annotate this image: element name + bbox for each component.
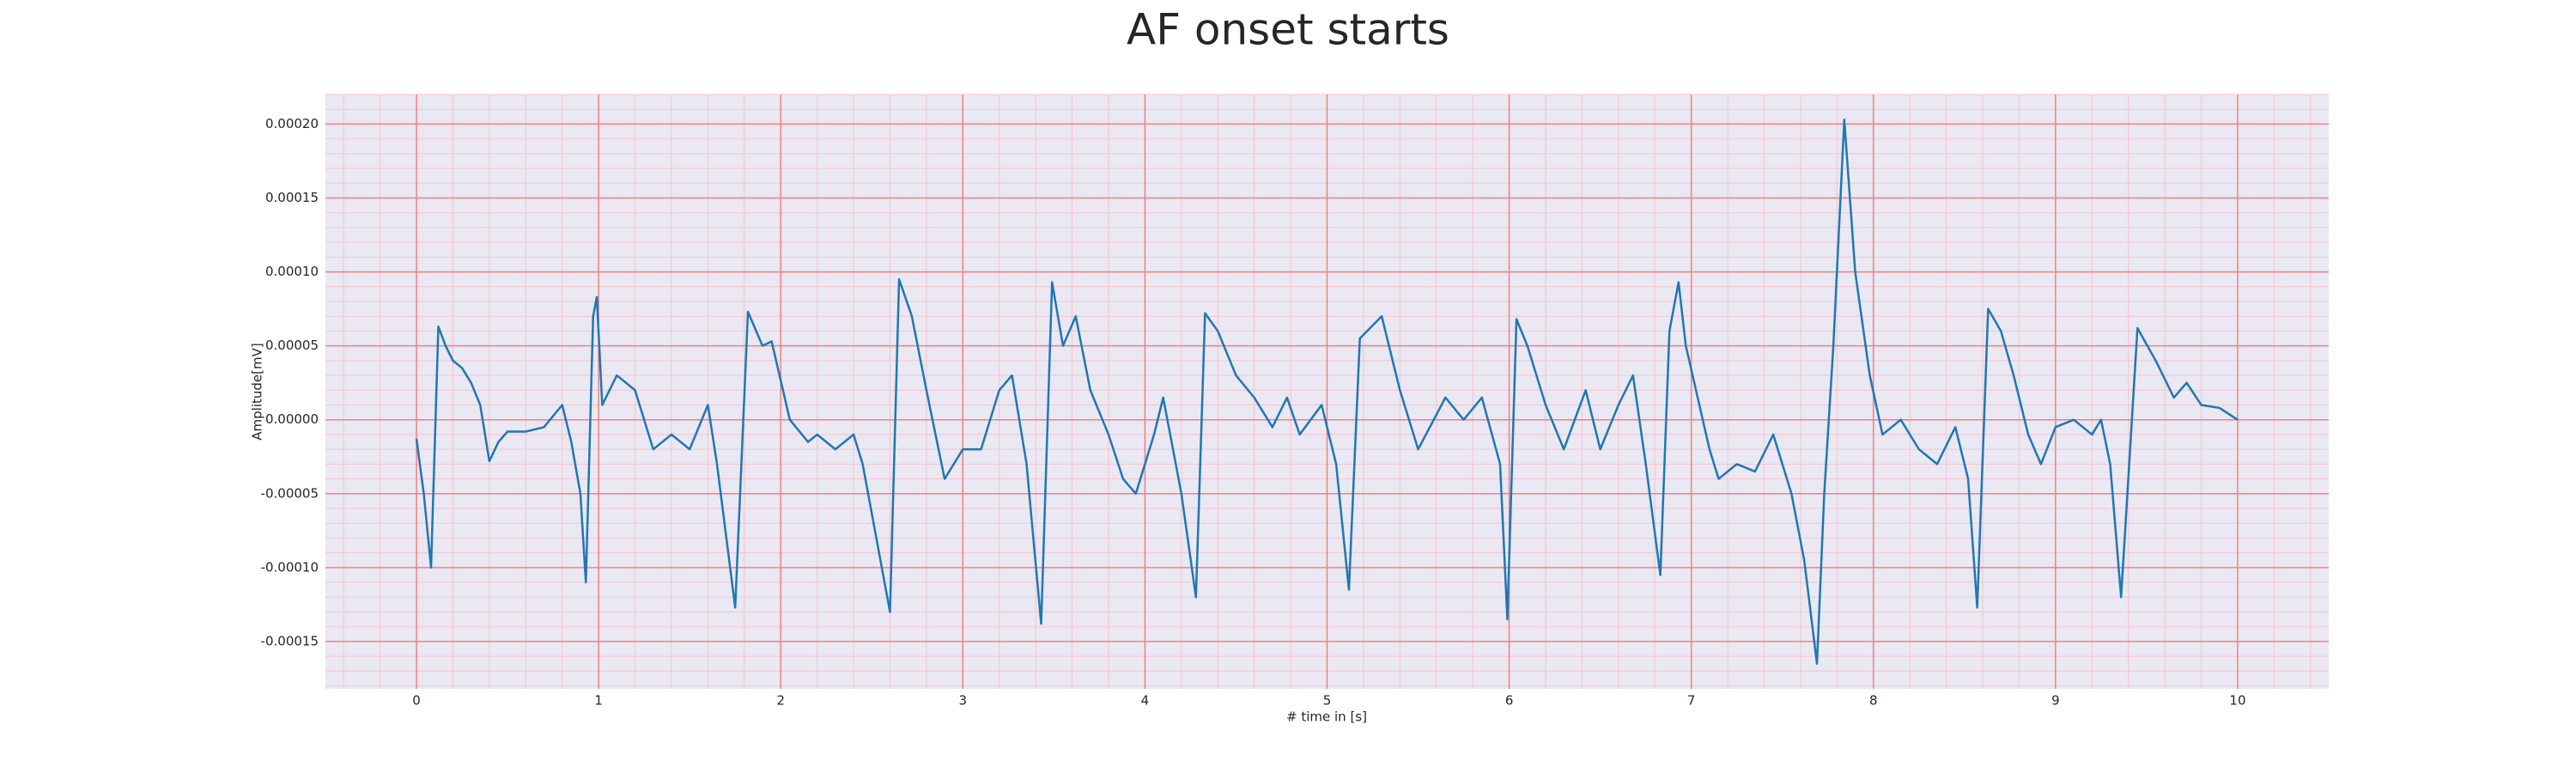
x-tick-label: 10 [2229,693,2245,709]
line-series [415,119,2239,665]
y-tick-label: -0.00010 [261,559,319,575]
x-tick-label: 3 [959,693,968,709]
x-tick-label: 0 [412,693,421,709]
chart-title: AF onset starts [1127,5,1449,55]
y-tick-label: -0.00015 [261,633,319,648]
y-tick-label: 0.00015 [265,190,319,205]
y-tick-label: 0.00005 [265,338,319,353]
x-tick-label: 2 [776,693,785,709]
y-tick-label: 0.00020 [265,116,319,131]
x-tick-label: 8 [1869,693,1878,709]
x-tick-label: 9 [2051,693,2060,709]
x-tick-label: 7 [1687,693,1696,709]
x-tick-label: 5 [1323,693,1332,709]
x-axis-label: # time in [s] [1286,709,1367,725]
x-tick-label: 6 [1505,693,1514,709]
x-tick-label: 4 [1141,693,1150,709]
y-axis-label: Amplitude[mV] [250,343,265,440]
y-tick-label: 0.00010 [265,264,319,279]
y-tick-label: 0.00000 [265,411,319,427]
x-tick-label: 1 [594,693,603,709]
y-tick-label: -0.00005 [261,485,319,501]
